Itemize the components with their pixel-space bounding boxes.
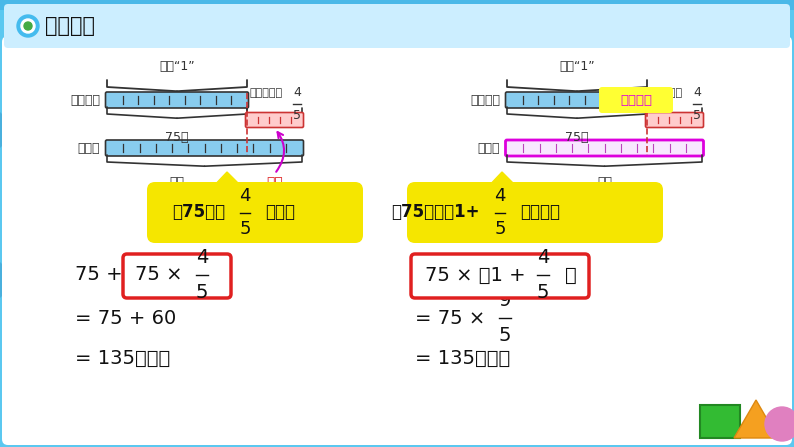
Text: = 135（次）: = 135（次）: [415, 349, 511, 367]
Text: 婴儿：: 婴儿：: [78, 142, 100, 155]
Text: 单位“1”: 单位“1”: [559, 60, 595, 73]
Polygon shape: [210, 172, 245, 190]
Text: = 135（次）: = 135（次）: [75, 349, 170, 367]
Text: ）是多少: ）是多少: [520, 203, 560, 222]
Text: 求75次的: 求75次的: [172, 203, 225, 222]
FancyBboxPatch shape: [506, 140, 703, 156]
Text: 75 × （1 +: 75 × （1 +: [425, 266, 532, 284]
Text: 75次: 75次: [565, 131, 588, 144]
Text: ？次: ？次: [597, 176, 612, 189]
Polygon shape: [734, 400, 778, 438]
Text: = 75 ×: = 75 ×: [415, 308, 491, 328]
Text: 是多少: 是多少: [265, 203, 295, 222]
FancyBboxPatch shape: [4, 4, 790, 48]
Text: 4: 4: [537, 248, 549, 267]
Circle shape: [17, 15, 39, 37]
Text: ）: ）: [565, 266, 576, 284]
Text: 婴儿：: 婴儿：: [477, 142, 500, 155]
Text: 75 ×: 75 ×: [135, 266, 189, 284]
Text: 5: 5: [239, 219, 251, 238]
FancyBboxPatch shape: [147, 182, 363, 243]
Text: 几分之几: 几分之几: [620, 93, 652, 106]
FancyBboxPatch shape: [2, 36, 792, 445]
FancyBboxPatch shape: [700, 405, 740, 438]
FancyBboxPatch shape: [407, 182, 663, 243]
Text: 5: 5: [693, 109, 701, 122]
Text: 4: 4: [494, 187, 506, 205]
Text: 75次: 75次: [165, 131, 189, 144]
FancyBboxPatch shape: [506, 92, 649, 108]
Text: 单位“1”: 单位“1”: [159, 60, 195, 73]
Text: 青少年：: 青少年：: [70, 93, 100, 106]
Text: 新课讲解: 新课讲解: [45, 16, 95, 36]
Text: 求75次的（1+: 求75次的（1+: [391, 203, 480, 222]
FancyBboxPatch shape: [123, 254, 231, 298]
Text: 9: 9: [499, 291, 511, 310]
Circle shape: [765, 407, 794, 441]
Polygon shape: [485, 172, 520, 190]
Text: 4: 4: [693, 86, 701, 99]
Polygon shape: [0, 0, 794, 10]
Text: 比青少年多: 比青少年多: [650, 88, 683, 98]
FancyBboxPatch shape: [106, 140, 303, 156]
Text: 5: 5: [196, 283, 208, 302]
Text: 5: 5: [537, 283, 549, 302]
Text: 4: 4: [196, 248, 208, 267]
Text: = 75 + 60: = 75 + 60: [75, 308, 176, 328]
Text: 5: 5: [293, 109, 301, 122]
Text: 青少年：: 青少年：: [470, 93, 500, 106]
Polygon shape: [0, 262, 18, 298]
FancyBboxPatch shape: [245, 113, 303, 127]
Text: 5: 5: [494, 219, 506, 238]
Circle shape: [24, 22, 32, 30]
Text: 75 +: 75 +: [75, 266, 129, 284]
Polygon shape: [0, 112, 18, 148]
Text: ？次: ？次: [266, 176, 283, 190]
Text: 4: 4: [239, 187, 251, 205]
FancyBboxPatch shape: [646, 113, 703, 127]
FancyBboxPatch shape: [411, 254, 589, 298]
Text: 比青少年多: 比青少年多: [250, 88, 283, 98]
FancyBboxPatch shape: [106, 92, 249, 108]
Text: 4: 4: [293, 86, 301, 99]
Text: ？次: ？次: [169, 176, 184, 189]
FancyBboxPatch shape: [599, 87, 673, 113]
Text: 5: 5: [499, 326, 511, 345]
Circle shape: [21, 19, 35, 33]
